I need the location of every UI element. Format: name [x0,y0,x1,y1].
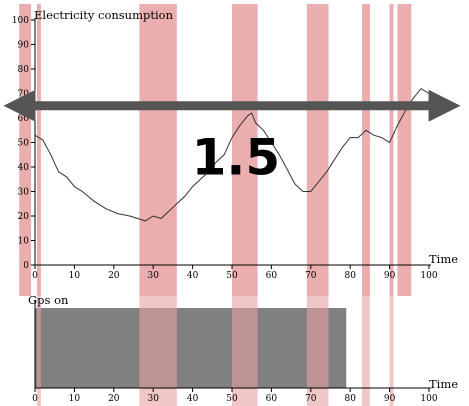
highlight-band-top-0 [36,4,41,296]
top-highlight-bands [19,4,412,296]
top-y-tick-label-90: 90 [18,41,30,51]
top-y-tick-label-60: 60 [18,114,30,124]
top-panel-title: Electricity consumption [34,8,174,22]
top-y-tick-label-50: 50 [18,139,30,149]
bottom-x-tick-label-60: 60 [266,394,278,404]
top-x-tick-label-0: 0 [32,271,38,281]
electricity-consumption-line [34,87,430,222]
bottom-x-tick-label-100: 100 [420,394,437,404]
highlight-band-bottom-3 [306,296,329,406]
highlight-band-bottom-4 [362,296,370,406]
bottom-x-tick-label-90: 90 [384,394,396,404]
top-y-tick-label-70: 70 [18,90,30,100]
top-x-tick-label-20: 20 [108,271,120,281]
top-y-tick-label-80: 80 [18,65,30,75]
bottom-x-tick-label-0: 0 [32,394,38,404]
bottom-axes: 0 10 20 30 40 50 60 70 80 90 100 [32,300,438,404]
top-y-tick-label-40: 40 [18,163,30,173]
electricity-consumption-panel: Electricity consumption 0 10 20 30 40 50 60 70 8… [3,4,461,296]
bottom-x-tick-label-20: 20 [108,394,120,404]
gps-on-panel: Gps on 0 10 20 30 40 50 60 70 80 90 100 Time [28,293,458,406]
top-x-tick-label-10: 10 [69,271,81,281]
annotation-label: 1.5 [192,128,281,186]
highlight-band-top-5 [389,4,394,296]
top-x-tick-label-60: 60 [266,271,278,281]
bottom-panel-title: Gps on [28,293,69,307]
top-y-tick-label-30: 30 [18,188,30,198]
arrow-head-right [428,89,461,122]
top-y-tick-label-100: 100 [12,16,29,26]
highlight-band-top-1 [139,4,177,296]
top-y-tick-label-0: 0 [23,261,29,271]
highlight-band-bottom-5 [389,296,394,406]
highlight-band-top-7 [397,4,412,296]
top-x-tick-label-80: 80 [344,271,356,281]
gps-on-area [35,308,347,388]
bottom-x-tick-label-70: 70 [305,394,317,404]
top-x-tick-label-50: 50 [226,271,238,281]
top-y-tick-label-20: 20 [18,212,30,222]
annotation: 1.5 [3,89,461,186]
highlight-band-bottom-2 [232,296,258,406]
top-x-tick-label-70: 70 [305,271,317,281]
top-x-tick-label-30: 30 [147,271,159,281]
highlight-band-top-3 [306,4,329,296]
top-y-tick-label-10: 10 [18,237,30,247]
top-x-tick-label-40: 40 [187,271,199,281]
highlight-band-top-2 [232,4,258,296]
bottom-x-axis-title: Time [429,377,458,391]
highlight-band-bottom-0 [36,296,41,406]
highlight-band-top-4 [362,4,370,296]
bottom-x-tick-label-30: 30 [147,394,159,404]
bottom-x-tick-label-40: 40 [187,394,199,404]
top-x-axis-title: Time [429,252,458,266]
top-x-tick-label-100: 100 [420,271,437,281]
bottom-x-tick-label-10: 10 [69,394,81,404]
arrow-head-left [3,89,36,122]
bottom-x-tick-label-80: 80 [344,394,356,404]
bottom-x-tick-label-50: 50 [226,394,238,404]
top-x-tick-label-90: 90 [384,271,396,281]
highlight-band-bottom-1 [139,296,177,406]
highlight-band-top-6 [19,4,32,296]
